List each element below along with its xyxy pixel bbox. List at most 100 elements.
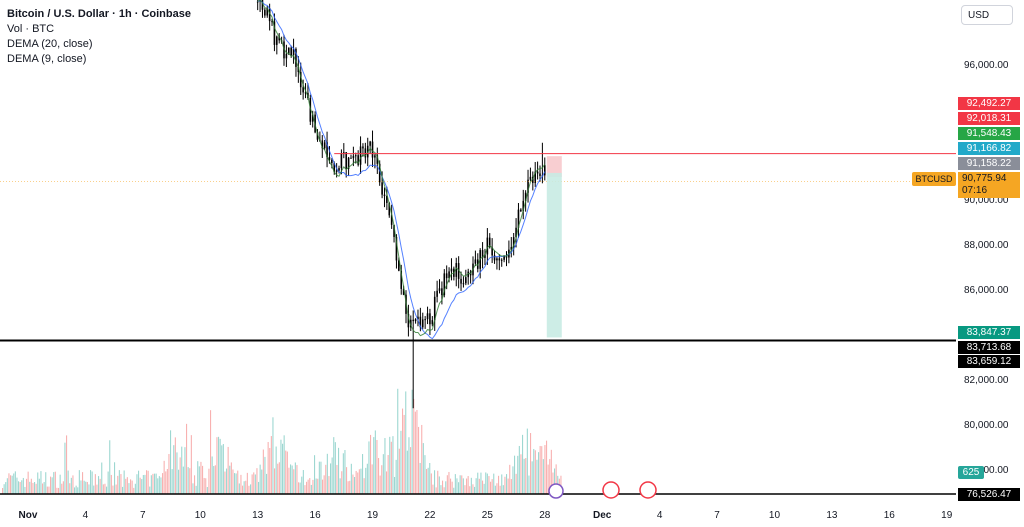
volume-bar [115,484,117,494]
volume-bar [320,461,322,494]
volume-bar [488,476,490,494]
candle-body [424,319,426,321]
volume-bar [222,444,224,494]
volume-bar [206,487,208,494]
volume-bar [190,435,192,494]
volume-bar [400,430,402,494]
volume-bar [200,461,202,494]
candle-body [527,179,529,193]
time-axis-label: Dec [593,510,612,521]
time-axis-label: 16 [310,510,322,521]
volume-bar [338,447,340,494]
volume-bar [227,446,229,494]
volume-bar [389,436,391,494]
candle-body [287,47,290,54]
candle-body [398,260,400,271]
candle-body [395,236,398,261]
candle-body [271,21,273,23]
volume-bar [165,471,167,494]
volume-bar [107,471,109,494]
bar-countdown: 07:16 [962,185,988,196]
candle-body [299,72,302,88]
volume-bar [386,471,388,494]
volume-bar [130,479,132,494]
candle-body [455,263,458,277]
time-axis-label: 7 [714,510,720,521]
volume-bar [298,482,300,494]
volume-bar [154,473,156,494]
volume-bar [163,460,165,494]
volume-tag: 625 [958,466,984,479]
candle-body [256,1,259,3]
volume-bar [202,465,204,494]
candle-body [359,146,362,165]
volume-bar [384,438,386,494]
volume-bar [230,462,232,494]
volume-bar [131,480,133,494]
volume-bar [445,481,447,494]
volume-bar [485,472,487,494]
price-tag: 91,548.43 [958,127,1020,140]
currency-selector[interactable]: USD [961,5,1013,25]
volume-bar [560,475,562,494]
volume-bar [35,483,37,494]
candle-body [536,171,539,174]
volume-bar [88,484,90,494]
volume-bar [341,471,343,494]
candle-body [374,155,376,158]
volume-bar [168,454,170,494]
volume-bar [54,471,56,494]
volume-bar [496,483,498,494]
candle-body [467,271,470,278]
price-axis-label: 90,000.00 [964,195,1009,206]
volume-bar [240,474,242,494]
volume-bar [464,485,466,494]
candle-body [347,157,350,169]
volume-bar [330,463,332,494]
volume-bar [85,481,87,494]
time-axis-label: Nov [19,510,38,521]
volume-bar [40,471,42,494]
volume-bar [141,479,143,494]
chart-legend: Bitcoin / U.S. Dollar · 1h · Coinbase Vo… [7,7,191,67]
candle-body [474,259,477,264]
volume-bar [133,487,135,494]
volume-bar [408,437,410,494]
volume-bar [256,468,258,494]
volume-bar [339,478,341,494]
volume-bar [118,470,120,494]
dema20-indicator-label[interactable]: DEMA (20, close) [7,38,93,50]
candle-body [539,173,541,176]
candle-body [276,36,278,45]
volume-bar [530,433,532,494]
dema9-indicator-label[interactable]: DEMA (9, close) [7,53,87,65]
volume-bar [307,479,309,494]
price-axis-label: 96,000.00 [964,60,1009,71]
volume-indicator-label[interactable]: Vol · BTC [7,23,55,35]
volume-bar [474,486,476,494]
candle-body [450,268,453,272]
candle-body [316,132,319,140]
candle-body [460,278,462,284]
volume-bar [547,464,549,494]
price-tag: 92,018.31 [958,112,1020,125]
volume-bar [536,459,538,494]
volume-bar [13,473,15,494]
volume-bar [507,478,509,494]
volume-bar [34,482,36,494]
candle-body [261,0,264,10]
candle-body [532,176,534,184]
volume-bar [344,450,346,494]
candle-body [386,196,388,203]
volume-bar [522,434,524,494]
candle-body [522,200,525,212]
volume-bar [456,478,458,494]
volume-bar [134,483,136,494]
candle-body [352,155,355,159]
volume-bar [229,465,231,494]
volume-bar [120,474,122,494]
last-price-tag: 90,775.94 07:16 [958,172,1020,198]
candle-body [323,142,326,149]
volume-bar [413,398,415,494]
